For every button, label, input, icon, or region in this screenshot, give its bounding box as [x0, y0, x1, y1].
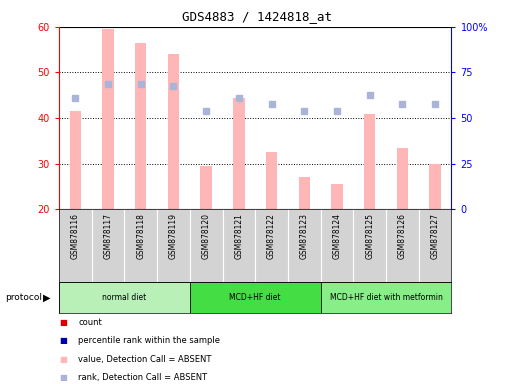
Bar: [266, 152, 278, 209]
Text: percentile rank within the sample: percentile rank within the sample: [78, 336, 221, 346]
Bar: [135, 43, 147, 209]
Text: value, Detection Call = ABSENT: value, Detection Call = ABSENT: [78, 355, 212, 364]
Text: GSM878116: GSM878116: [71, 213, 80, 259]
Bar: [321, 282, 451, 313]
Text: ■: ■: [59, 355, 67, 364]
Text: GSM878125: GSM878125: [365, 213, 374, 259]
Text: GSM878117: GSM878117: [104, 213, 112, 259]
Bar: [429, 164, 441, 209]
Bar: [168, 54, 179, 209]
Text: GSM878123: GSM878123: [300, 213, 309, 259]
Bar: [397, 148, 408, 209]
Text: GSM878124: GSM878124: [332, 213, 342, 259]
Bar: [364, 114, 376, 209]
Text: MCD+HF diet: MCD+HF diet: [229, 293, 281, 302]
Text: GSM878120: GSM878120: [202, 213, 211, 259]
Text: MCD+HF diet with metformin: MCD+HF diet with metformin: [329, 293, 443, 302]
Text: GSM878118: GSM878118: [136, 213, 145, 259]
Text: normal diet: normal diet: [102, 293, 147, 302]
Text: ▶: ▶: [43, 293, 50, 303]
Text: protocol: protocol: [5, 293, 42, 302]
Bar: [331, 184, 343, 209]
Text: count: count: [78, 318, 102, 327]
Bar: [201, 166, 212, 209]
Text: GDS4883 / 1424818_at: GDS4883 / 1424818_at: [182, 10, 331, 23]
Text: rank, Detection Call = ABSENT: rank, Detection Call = ABSENT: [78, 373, 208, 382]
Text: GSM878127: GSM878127: [430, 213, 440, 259]
Text: GSM878119: GSM878119: [169, 213, 178, 259]
Text: ■: ■: [59, 318, 67, 327]
Text: GSM878121: GSM878121: [234, 213, 243, 259]
Text: GSM878126: GSM878126: [398, 213, 407, 259]
Bar: [190, 282, 321, 313]
Text: ■: ■: [59, 373, 67, 382]
Text: ■: ■: [59, 336, 67, 346]
Bar: [233, 98, 245, 209]
Text: GSM878122: GSM878122: [267, 213, 276, 259]
Bar: [70, 111, 81, 209]
Bar: [299, 177, 310, 209]
Bar: [102, 29, 114, 209]
Bar: [59, 282, 190, 313]
